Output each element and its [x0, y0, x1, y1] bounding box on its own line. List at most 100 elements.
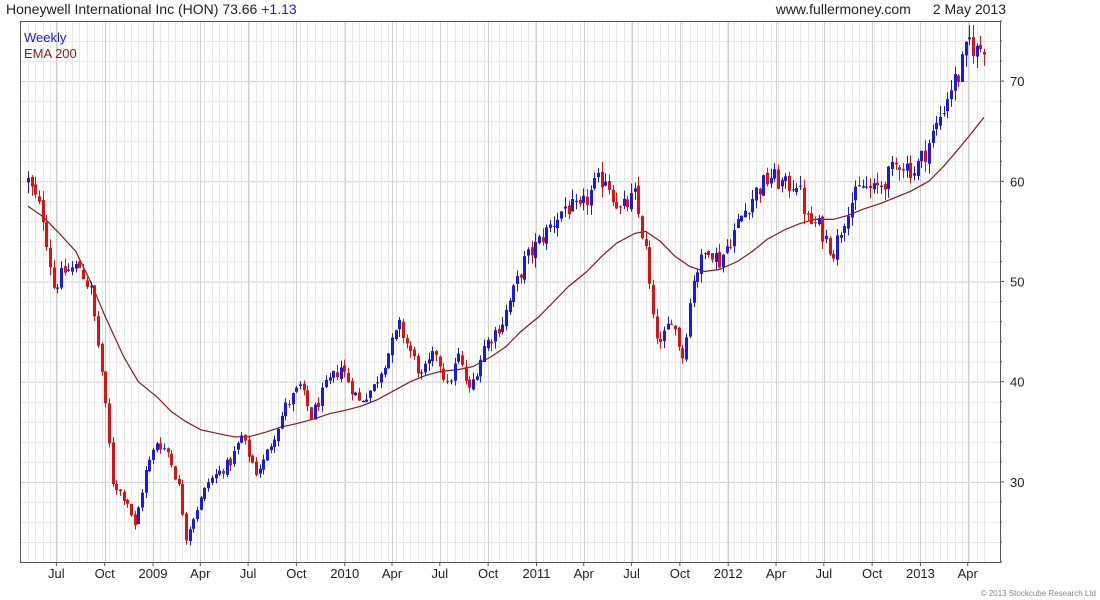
candle-down	[310, 407, 313, 420]
candle-up	[369, 390, 372, 398]
last-price: 73.66	[222, 1, 258, 17]
candle-up	[965, 41, 968, 56]
candle-down	[681, 348, 684, 359]
candle-down	[983, 51, 986, 55]
candle-down	[82, 269, 85, 280]
candle-up	[545, 227, 548, 244]
candle-up	[60, 268, 63, 288]
candle-up	[571, 199, 574, 212]
chart-source-date: www.fullermoney.com 2 May 2013	[776, 1, 1006, 17]
candle-up	[380, 373, 383, 383]
candle-up	[365, 399, 368, 402]
candle-down	[468, 379, 471, 388]
candle-up	[266, 449, 269, 461]
candle-up	[295, 387, 298, 392]
candle-up	[163, 448, 166, 450]
x-tick-label: Jul	[48, 566, 65, 581]
candle-down	[406, 338, 409, 344]
candle-down	[229, 458, 232, 466]
candle-down	[924, 150, 927, 163]
candle-down	[336, 372, 339, 378]
candle-up	[854, 186, 857, 201]
x-tick-label: Jul	[432, 566, 449, 581]
candle-up	[90, 286, 93, 288]
candle-up	[880, 185, 883, 187]
candle-up	[424, 363, 427, 373]
candle-up	[233, 450, 236, 464]
candle-down	[498, 328, 501, 334]
candle-up	[207, 482, 210, 489]
candle-up	[932, 130, 935, 143]
candle-up	[667, 323, 670, 330]
candle-down	[711, 253, 714, 260]
candle-up	[968, 37, 971, 40]
candle-down	[858, 184, 861, 187]
candle-up	[722, 254, 725, 267]
candle-down	[586, 196, 589, 205]
candle-up	[476, 376, 479, 380]
candle-up	[564, 206, 567, 209]
candle-up	[935, 122, 938, 130]
candle-up	[391, 337, 394, 356]
candle-down	[821, 216, 824, 242]
candle-up	[887, 166, 890, 189]
candle-down	[101, 343, 104, 372]
candle-up	[215, 474, 218, 479]
candle-down	[829, 237, 832, 255]
candle-down	[637, 185, 640, 214]
candle-down	[317, 402, 320, 408]
candle-down	[255, 461, 258, 475]
candle-up	[211, 477, 214, 483]
candle-up	[928, 143, 931, 164]
candle-up	[851, 202, 854, 218]
candle-down	[759, 188, 762, 195]
candle-up	[623, 198, 626, 206]
grid	[20, 21, 1000, 563]
x-tick-label: Oct	[95, 566, 116, 581]
candle-down	[343, 365, 346, 372]
candle-up	[387, 353, 390, 369]
candle-up	[744, 210, 747, 218]
candle-down	[358, 392, 361, 401]
x-tick-label: Oct	[286, 566, 307, 581]
candle-down	[303, 383, 306, 391]
candle-down	[181, 484, 184, 515]
candle-down	[442, 368, 445, 380]
candle-up	[604, 181, 607, 186]
x-tick-label: Apr	[958, 566, 979, 581]
candle-up	[597, 172, 600, 178]
candle-up	[340, 367, 343, 379]
copyright-notice: © 2013 Stockcube Research Ltd	[981, 589, 1096, 598]
candle-down	[185, 513, 188, 541]
candle-up	[920, 150, 923, 162]
candle-up	[395, 330, 398, 339]
x-tick-label: 2013	[906, 566, 935, 581]
candle-down	[810, 213, 813, 225]
candle-up	[273, 439, 276, 448]
candle-up	[71, 267, 74, 272]
y-tick-label: 60	[1010, 174, 1024, 189]
candle-up	[582, 195, 585, 203]
candle-down	[78, 261, 81, 268]
candle-up	[733, 230, 736, 247]
candle-down	[788, 175, 791, 191]
candle-down	[174, 466, 177, 480]
plot-frame	[20, 21, 1001, 563]
y-tick-label: 70	[1010, 74, 1024, 89]
candle-up	[501, 324, 504, 333]
candle-up	[262, 459, 265, 470]
candle-up	[976, 45, 979, 57]
candle-down	[413, 349, 416, 357]
candle-down	[542, 237, 545, 243]
candle-up	[67, 269, 70, 271]
candle-down	[49, 247, 52, 268]
candle-up	[549, 224, 552, 228]
candle-up	[281, 415, 284, 429]
candle-down	[645, 239, 648, 247]
candle-up	[593, 177, 596, 189]
candle-down	[97, 316, 100, 346]
y-tick-label: 40	[1010, 375, 1024, 390]
candle-up	[509, 300, 512, 313]
candle-down	[119, 489, 122, 492]
candle-up	[362, 400, 365, 402]
